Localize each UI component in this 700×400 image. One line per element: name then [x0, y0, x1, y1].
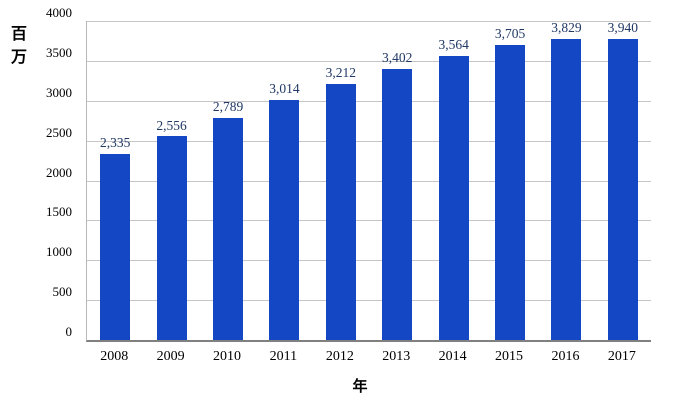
bars-row: 2,335 2,556 2,789 3,014 3,212 3,402 3,564 3,705…	[87, 21, 651, 340]
x-tick-label: 2014	[438, 349, 467, 364]
bar	[495, 44, 526, 340]
y-tick-label: 500	[52, 284, 73, 300]
x-tick-label: 2011	[269, 349, 298, 364]
bar-value-label: 3,564	[438, 37, 469, 53]
y-axis-tick-labels: 0 500 1000 1500 2000 2500 3000 3500 4000	[0, 5, 78, 340]
gridline	[87, 300, 651, 302]
x-tick-label: 2009	[156, 349, 185, 364]
x-tick-label: 2008	[100, 349, 129, 364]
x-tick-label: 2012	[325, 349, 354, 364]
y-tick-label: 0	[65, 324, 73, 340]
bar	[438, 55, 469, 340]
x-tick-label: 2013	[382, 349, 411, 364]
gridline	[87, 220, 651, 222]
y-tick-label: 2000	[46, 164, 72, 180]
bar	[325, 83, 356, 340]
bar	[382, 68, 413, 340]
y-tick-label: 1500	[46, 204, 72, 220]
bar-value-label: 3,940	[607, 20, 639, 35]
bar-slot: 3,705	[482, 21, 538, 340]
bar-slot: 3,940	[595, 21, 651, 340]
bar-value-label: 2,335	[100, 135, 131, 151]
bar-value-label: 3,212	[325, 65, 357, 81]
bar-value-label: 3,705	[494, 26, 526, 42]
bar-slot: 3,564	[425, 21, 481, 340]
bar-slot: 3,402	[369, 21, 425, 340]
bar-slot: 3,212	[313, 21, 369, 340]
gridline	[87, 100, 651, 102]
y-axis-unit-label: 百万	[11, 24, 28, 67]
bar	[607, 38, 638, 340]
gridline	[87, 180, 651, 182]
bar	[156, 136, 187, 340]
bar-slot: 2,556	[143, 21, 199, 340]
gridline	[87, 260, 651, 262]
y-tick-label: 3000	[46, 84, 72, 100]
plot-area: 2,335 2,556 2,789 3,014 3,212 3,402 3,564 3,705…	[86, 21, 651, 342]
y-tick-label: 4000	[46, 5, 72, 21]
bar	[100, 153, 131, 340]
gridline	[87, 140, 651, 142]
bar-value-label: 2,556	[156, 117, 187, 133]
y-tick-label: 3500	[46, 44, 72, 60]
x-axis-tick-labels: 2008 2009 2010 2011 2012 2013 2014 2015 2016 2017	[86, 349, 650, 365]
y-tick-label: 2500	[46, 124, 72, 140]
x-tick-label: 2015	[495, 349, 524, 364]
x-tick-label: 2017	[607, 349, 636, 364]
x-axis-title: 年	[352, 377, 368, 395]
bar	[269, 99, 300, 340]
gridline	[87, 21, 651, 22]
x-tick-label: 2010	[213, 349, 242, 364]
x-tick-label: 2016	[551, 349, 580, 364]
bar	[551, 38, 582, 340]
bar-slot: 2,335	[87, 21, 143, 340]
bar-value-label: 3,402	[382, 50, 413, 66]
bar-slot: 3,014	[256, 21, 312, 340]
bar	[213, 117, 244, 340]
bar-value-label: 2,789	[212, 99, 244, 115]
y-tick-label: 1000	[46, 244, 72, 260]
gridline	[87, 60, 651, 62]
bar-slot: 3,829	[538, 21, 594, 340]
bar-value-label: 3,014	[269, 81, 300, 97]
bar-slot: 2,789	[200, 21, 256, 340]
bar-value-label: 3,829	[551, 20, 582, 35]
